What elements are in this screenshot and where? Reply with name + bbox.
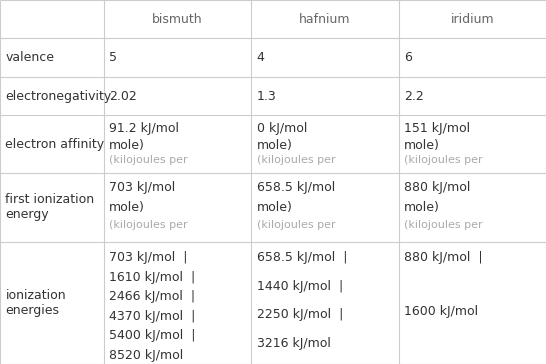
Text: 5: 5 — [109, 51, 117, 64]
Text: mole): mole) — [404, 201, 440, 214]
Text: 880 kJ/mol: 880 kJ/mol — [404, 181, 471, 194]
Text: 2.02: 2.02 — [109, 90, 137, 103]
Text: 880 kJ/mol  |: 880 kJ/mol | — [404, 252, 483, 264]
Text: 4370 kJ/mol  |: 4370 kJ/mol | — [109, 310, 195, 323]
Text: mole): mole) — [404, 139, 440, 152]
Text: electron affinity: electron affinity — [5, 138, 105, 151]
Text: mole): mole) — [257, 201, 293, 214]
Text: 0 kJ/mol: 0 kJ/mol — [257, 122, 307, 135]
Text: valence: valence — [5, 51, 55, 64]
Text: 151 kJ/mol: 151 kJ/mol — [404, 122, 470, 135]
Text: 2250 kJ/mol  |: 2250 kJ/mol | — [257, 308, 343, 321]
Text: 658.5 kJ/mol  |: 658.5 kJ/mol | — [257, 252, 347, 264]
Text: first ionization
energy: first ionization energy — [5, 193, 94, 221]
Text: 8520 kJ/mol: 8520 kJ/mol — [109, 349, 183, 361]
Text: 1610 kJ/mol  |: 1610 kJ/mol | — [109, 271, 195, 284]
Text: 6: 6 — [404, 51, 412, 64]
Text: 4: 4 — [257, 51, 264, 64]
Text: 91.2 kJ/mol: 91.2 kJ/mol — [109, 122, 179, 135]
Text: 5400 kJ/mol  |: 5400 kJ/mol | — [109, 329, 195, 342]
Text: mole): mole) — [257, 139, 293, 152]
Text: 2466 kJ/mol  |: 2466 kJ/mol | — [109, 290, 195, 303]
Text: mole): mole) — [109, 139, 145, 152]
Text: electronegativity: electronegativity — [5, 90, 112, 103]
Text: 3216 kJ/mol: 3216 kJ/mol — [257, 337, 330, 350]
Text: 703 kJ/mol  |: 703 kJ/mol | — [109, 252, 188, 264]
Text: 658.5 kJ/mol: 658.5 kJ/mol — [257, 181, 335, 194]
Text: ionization
energies: ionization energies — [5, 289, 66, 317]
Text: (kilojoules per: (kilojoules per — [109, 155, 188, 165]
Text: (kilojoules per: (kilojoules per — [109, 221, 188, 230]
Text: (kilojoules per: (kilojoules per — [257, 155, 335, 165]
Text: hafnium: hafnium — [299, 13, 351, 26]
Text: (kilojoules per: (kilojoules per — [404, 221, 483, 230]
Text: 2.2: 2.2 — [404, 90, 424, 103]
Text: 1440 kJ/mol  |: 1440 kJ/mol | — [257, 280, 343, 293]
Text: 1.3: 1.3 — [257, 90, 276, 103]
Text: 1600 kJ/mol: 1600 kJ/mol — [404, 305, 478, 318]
Text: (kilojoules per: (kilojoules per — [257, 221, 335, 230]
Text: mole): mole) — [109, 201, 145, 214]
Text: iridium: iridium — [450, 13, 494, 26]
Text: (kilojoules per: (kilojoules per — [404, 155, 483, 165]
Text: bismuth: bismuth — [152, 13, 203, 26]
Text: 703 kJ/mol: 703 kJ/mol — [109, 181, 175, 194]
